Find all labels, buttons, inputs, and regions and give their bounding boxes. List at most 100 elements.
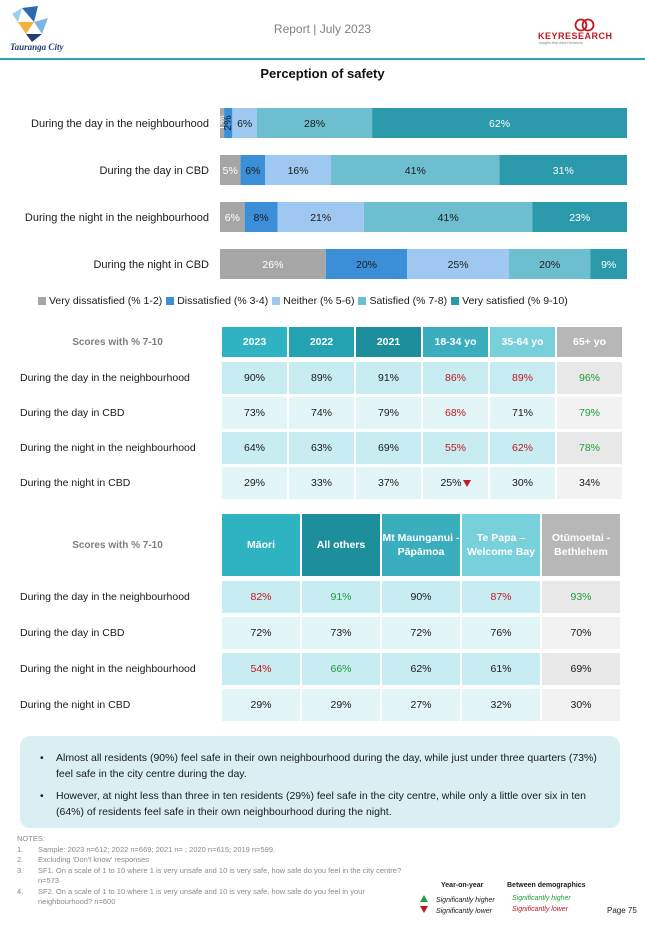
row-label: During the night in the neighbourhood (16, 432, 219, 464)
table-cell: 71% (490, 397, 555, 429)
column-header: Te Papa – Welcome Bay (462, 514, 540, 576)
bar-segment (325, 249, 408, 279)
key-demo-higher: Significantly higher (512, 895, 571, 902)
table-cell: 91% (302, 581, 380, 613)
table-cell: 62% (490, 432, 555, 464)
cell-value: 27% (410, 699, 432, 711)
column-header: 2023 (222, 327, 287, 357)
row-label: During the night in CBD (16, 467, 219, 499)
keyresearch-wordmark: KEYRESEARCH (538, 31, 613, 41)
cell-value: 72% (250, 627, 272, 639)
cell-value: 90% (243, 372, 265, 384)
tauranga-logo-icon (12, 6, 48, 42)
table-cell: 27% (382, 689, 460, 721)
bar-segment (499, 155, 627, 185)
key-sig-higher: Significantly higher (420, 895, 495, 904)
key-year-on-year-heading: Year-on-year (441, 882, 484, 889)
cell-value: 73% (330, 627, 352, 639)
table-cell: 29% (222, 689, 300, 721)
bar-segment-label: 41% (405, 165, 426, 177)
legend-item: Satisfied (% 7-8) (358, 295, 447, 307)
cell-value: 63% (310, 442, 332, 454)
bar-segment-label: 28% (304, 118, 325, 130)
table-cell: 62% (382, 653, 460, 685)
table-cell: 70% (542, 617, 620, 649)
table-cell: 91% (356, 362, 421, 394)
legend-swatch (358, 297, 367, 305)
table-header-label: Scores with % 7-10 (16, 514, 219, 576)
table-cell: 89% (289, 362, 354, 394)
cell-value: 71% (511, 407, 533, 419)
cell-value: 78% (578, 442, 600, 454)
legend-item: Very satisfied (% 9-10) (451, 295, 568, 307)
bar-segment (257, 108, 373, 138)
bar-segment-label: 25% (448, 259, 469, 271)
table-cell: 30% (490, 467, 555, 499)
table-cell: 68% (423, 397, 488, 429)
note-item: 4. SF2. On a scale of 1 to 10 where 1 is… (17, 887, 412, 908)
table-cell: 34% (557, 467, 622, 499)
cell-value: 62% (511, 442, 533, 454)
column-header: All others (302, 514, 380, 576)
table-cell: 64% (222, 432, 287, 464)
table-cell: 66% (302, 653, 380, 685)
bar-segment (240, 155, 266, 185)
cell-value: 30% (511, 477, 533, 489)
cell-value: 55% (444, 442, 466, 454)
cell-value: 79% (578, 407, 600, 419)
row-label: During the day in CBD (16, 617, 219, 649)
legend-swatch (451, 297, 460, 305)
table-cell: 29% (302, 689, 380, 721)
table-cell: 32% (462, 689, 540, 721)
table-cell: 69% (542, 653, 620, 685)
cell-value: 76% (490, 627, 512, 639)
cell-value: 33% (310, 477, 332, 489)
bar-segment-label: 6% (225, 212, 240, 224)
bar-segment-label: 20% (539, 259, 560, 271)
summary-bullet: Almost all residents (90%) feel safe in … (38, 750, 602, 782)
note-number: 3. (17, 865, 24, 875)
bar-segment (407, 249, 509, 279)
table-cell: 79% (356, 397, 421, 429)
note-number: 1. (17, 844, 24, 854)
bar-segment-label: 41% (438, 212, 459, 224)
cell-value: 91% (330, 591, 352, 603)
cell-value: 74% (310, 407, 332, 419)
legend-item: Dissatisfied (% 3-4) (166, 295, 268, 307)
column-header: Otūmoetai - Bethlehem (542, 514, 620, 576)
bar-category-label: During the day in the neighbourhood (31, 118, 209, 130)
cell-value: 54% (250, 663, 272, 675)
cell-value: 61% (490, 663, 512, 675)
table-cell: 90% (222, 362, 287, 394)
bar-segment-label: 8% (254, 212, 269, 224)
key-sig-higher-label: Significantly higher (435, 897, 495, 904)
legend-swatch (38, 297, 46, 305)
cell-value: 89% (310, 372, 332, 384)
bar-segment-label: 5% (223, 165, 238, 177)
cell-value: 25% (440, 477, 462, 489)
tauranga-city-logo: Tauranga City (8, 4, 72, 54)
city-name: Tauranga City (10, 42, 64, 52)
legend-label: Dissatisfied (% 3-4) (177, 295, 269, 307)
table-cell: 30% (542, 689, 620, 721)
note-text: SF2. On a scale of 1 to 10 where 1 is ve… (38, 886, 365, 907)
bar-segment-label: 23% (569, 212, 590, 224)
cell-value: 72% (410, 627, 432, 639)
bar-segment (590, 249, 627, 279)
table-cell: 72% (222, 617, 300, 649)
column-header: 2021 (356, 327, 421, 357)
legend-label: Very dissatisfied (% 1-2) (49, 295, 163, 307)
bar-segment-label: 20% (356, 259, 377, 271)
cell-value: 32% (490, 699, 512, 711)
note-text: Excluding 'Don't know' responses (38, 855, 150, 864)
column-header: 35-64 yo (490, 327, 555, 357)
row-label: During the day in CBD (16, 397, 219, 429)
table-cell: 33% (289, 467, 354, 499)
table-cell: 61% (462, 653, 540, 685)
key-sig-lower: Significantly lower (420, 906, 492, 915)
bar-segment (265, 155, 331, 185)
cell-value: 30% (570, 699, 592, 711)
table-cell: 76% (462, 617, 540, 649)
legend-item: Very dissatisfied (% 1-2) (38, 295, 162, 307)
key-demo-lower: Significantly lower (512, 906, 569, 913)
